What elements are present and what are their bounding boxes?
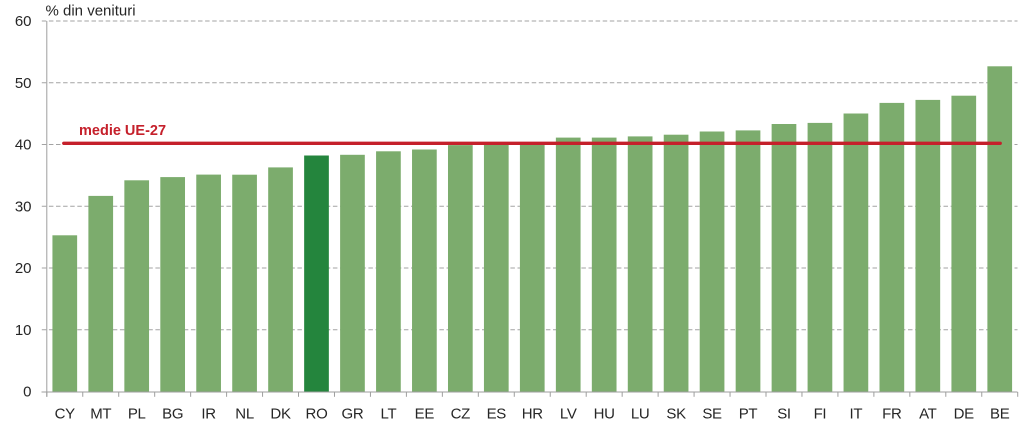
svg-text:0: 0 xyxy=(23,384,31,401)
svg-text:HU: HU xyxy=(594,406,615,423)
svg-text:LU: LU xyxy=(631,406,650,423)
svg-text:40: 40 xyxy=(15,137,32,154)
svg-text:PL: PL xyxy=(128,406,146,423)
svg-text:DE: DE xyxy=(954,406,975,423)
svg-text:LV: LV xyxy=(560,406,577,423)
svg-text:CZ: CZ xyxy=(451,406,471,423)
svg-text:RO: RO xyxy=(306,406,328,423)
svg-text:HR: HR xyxy=(522,406,544,423)
svg-text:CY: CY xyxy=(55,406,76,423)
svg-text:20: 20 xyxy=(15,260,32,277)
svg-text:BG: BG xyxy=(162,406,183,423)
svg-text:DK: DK xyxy=(270,406,291,423)
svg-text:10: 10 xyxy=(15,322,32,339)
svg-text:SE: SE xyxy=(702,406,722,423)
svg-text:AT: AT xyxy=(919,406,937,423)
svg-text:IT: IT xyxy=(850,406,863,423)
svg-text:FI: FI xyxy=(814,406,827,423)
svg-text:BE: BE xyxy=(990,406,1010,423)
svg-text:30: 30 xyxy=(15,198,32,215)
svg-text:% din venituri: % din venituri xyxy=(46,3,136,20)
svg-text:60: 60 xyxy=(15,13,32,30)
svg-text:50: 50 xyxy=(15,75,32,92)
svg-text:GR: GR xyxy=(342,406,364,423)
svg-text:SK: SK xyxy=(666,406,686,423)
svg-text:IR: IR xyxy=(201,406,216,423)
svg-text:EE: EE xyxy=(415,406,435,423)
svg-text:NL: NL xyxy=(235,406,254,423)
svg-text:MT: MT xyxy=(90,406,111,423)
svg-text:SI: SI xyxy=(777,406,791,423)
svg-text:medie UE-27: medie UE-27 xyxy=(79,123,166,139)
svg-text:LT: LT xyxy=(381,406,397,423)
svg-text:PT: PT xyxy=(739,406,758,423)
svg-text:FR: FR xyxy=(882,406,902,423)
svg-text:ES: ES xyxy=(487,406,507,423)
